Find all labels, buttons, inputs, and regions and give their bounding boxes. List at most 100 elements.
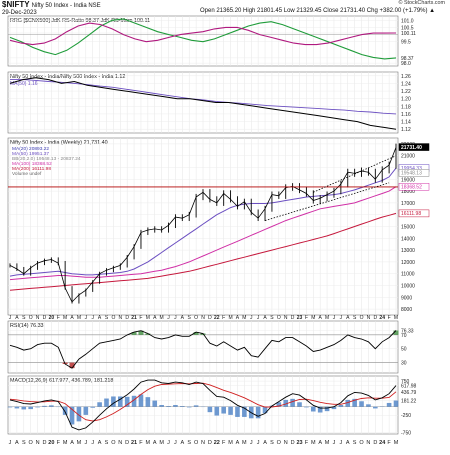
y-tick-label: 70 [401,333,407,339]
x-tick-label: D [374,315,378,321]
x-tick-label: S [187,440,191,446]
x-tick-label: F [222,315,225,321]
x-tick-label: A [153,315,157,321]
x-tick-label: M [311,440,316,446]
x-tick-label: S [188,315,192,321]
macd-histogram-bar [97,402,102,406]
y-tick-label: 17000 [401,201,415,207]
y-tick-label: 1.26 [401,74,411,80]
y-tick-label: 436.79 [401,390,417,396]
y-tick-label: 1.14 [401,120,411,126]
x-tick-label: A [319,315,323,321]
right-value-label: 19548.13 [401,171,422,177]
x-tick-label: S [270,315,274,321]
y-tick-label: 15000 [401,225,415,231]
x-tick-label: M [159,440,164,446]
x-tick-label: O [359,440,364,446]
x-tick-label: O [277,315,281,321]
x-tick-label: S [105,440,109,446]
x-tick-label: N [284,440,288,446]
y-tick-label: 8000 [401,307,412,313]
x-tick-label: M [394,440,399,446]
macd-histogram-bar [373,407,378,409]
macd-histogram-bar [152,401,157,407]
macd-histogram-bar [90,407,95,408]
x-tick-label: J [333,315,336,321]
x-tick-label: F [305,315,308,321]
x-tick-label: J [167,315,170,321]
x-tick-label: O [29,315,33,321]
panel-title: Nifty 50 Index - India (Weekly) 21,731.4… [10,140,108,146]
x-tick-label: A [236,440,240,446]
x-tick-label: J [339,440,342,446]
y-tick-label: 30 [401,361,407,367]
macd-histogram-bar [339,405,344,407]
symbol-ticker: $NIFTY [2,0,29,9]
chart-date: 29-Dec-2023 [2,10,37,16]
right-value-label: 21731.40 [401,145,422,151]
panel-title: RSI(14) 76.33 [10,323,44,329]
macd-histogram-bar [366,404,371,406]
y-tick-label: 100.11 [401,31,416,37]
x-tick-label: D [125,440,129,446]
x-tick-label: S [22,440,26,446]
x-tick-label: 23 [296,440,302,446]
x-tick-label: J [91,440,94,446]
x-tick-label: O [194,315,198,321]
macd-histogram-bar [235,407,240,417]
y-tick-label: 1.22 [401,89,411,95]
x-tick-label: N [284,315,288,321]
x-tick-label: S [353,315,357,321]
y-tick-label: 50 [401,347,407,353]
x-tick-label: A [346,440,350,446]
x-tick-label: D [125,315,129,321]
macd-histogram-bar [180,406,185,407]
x-tick-label: A [70,440,74,446]
x-tick-label: O [111,440,116,446]
macd-histogram-bar [208,407,213,412]
macd-histogram-bar [111,396,116,406]
chart-symbol: $NIFTY Nifty 50 Index - India NSE [2,0,101,9]
x-tick-label: M [160,315,164,321]
x-tick-label: A [263,440,267,446]
x-tick-label: M [146,440,151,446]
x-tick-label: M [146,315,150,321]
y-tick-label: 14000 [401,236,415,242]
macd-histogram-bar [290,399,295,407]
x-tick-label: N [36,315,40,321]
right-value-label: 18368.52 [401,185,422,191]
macd-histogram-bar [8,407,13,408]
x-tick-label: 20 [49,315,55,321]
macd-histogram-bar [359,401,364,406]
x-tick-label: J [9,315,12,321]
macd-histogram-bar [311,407,316,412]
x-tick-label: J [174,315,177,321]
x-tick-label: M [311,315,315,321]
x-tick-label: 20 [48,440,54,446]
x-tick-label: A [98,315,102,321]
x-tick-label: M [228,315,232,321]
x-tick-label: 21 [131,315,137,321]
x-tick-label: F [57,440,61,446]
x-tick-label: A [263,315,267,321]
macd-histogram-bar [387,403,392,407]
x-tick-label: M [325,315,329,321]
x-tick-label: A [318,440,322,446]
x-tick-label: N [367,315,371,321]
x-tick-label: J [85,315,88,321]
y-tick-label: 181.22 [401,399,417,405]
y-tick-label: 617.98 [401,384,417,390]
x-tick-label: D [42,440,46,446]
x-tick-label: A [70,315,74,321]
macd-histogram-bar [21,407,26,410]
x-tick-label: O [360,315,364,321]
x-tick-label: N [366,440,370,446]
x-tick-label: S [22,315,26,321]
x-tick-label: D [291,440,295,446]
x-tick-label: M [77,440,82,446]
y-tick-label: 1.20 [401,97,411,103]
x-tick-label: 23 [297,315,303,321]
x-tick-label: J [250,315,253,321]
x-tick-label: J [257,440,260,446]
